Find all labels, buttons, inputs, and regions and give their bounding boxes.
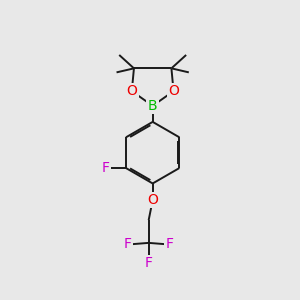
Text: F: F bbox=[102, 161, 110, 175]
Text: F: F bbox=[165, 237, 173, 251]
Text: F: F bbox=[124, 237, 132, 251]
Text: B: B bbox=[148, 99, 158, 113]
Text: O: O bbox=[126, 84, 137, 98]
Text: F: F bbox=[145, 256, 153, 270]
Text: O: O bbox=[147, 193, 158, 207]
Text: O: O bbox=[168, 84, 179, 98]
